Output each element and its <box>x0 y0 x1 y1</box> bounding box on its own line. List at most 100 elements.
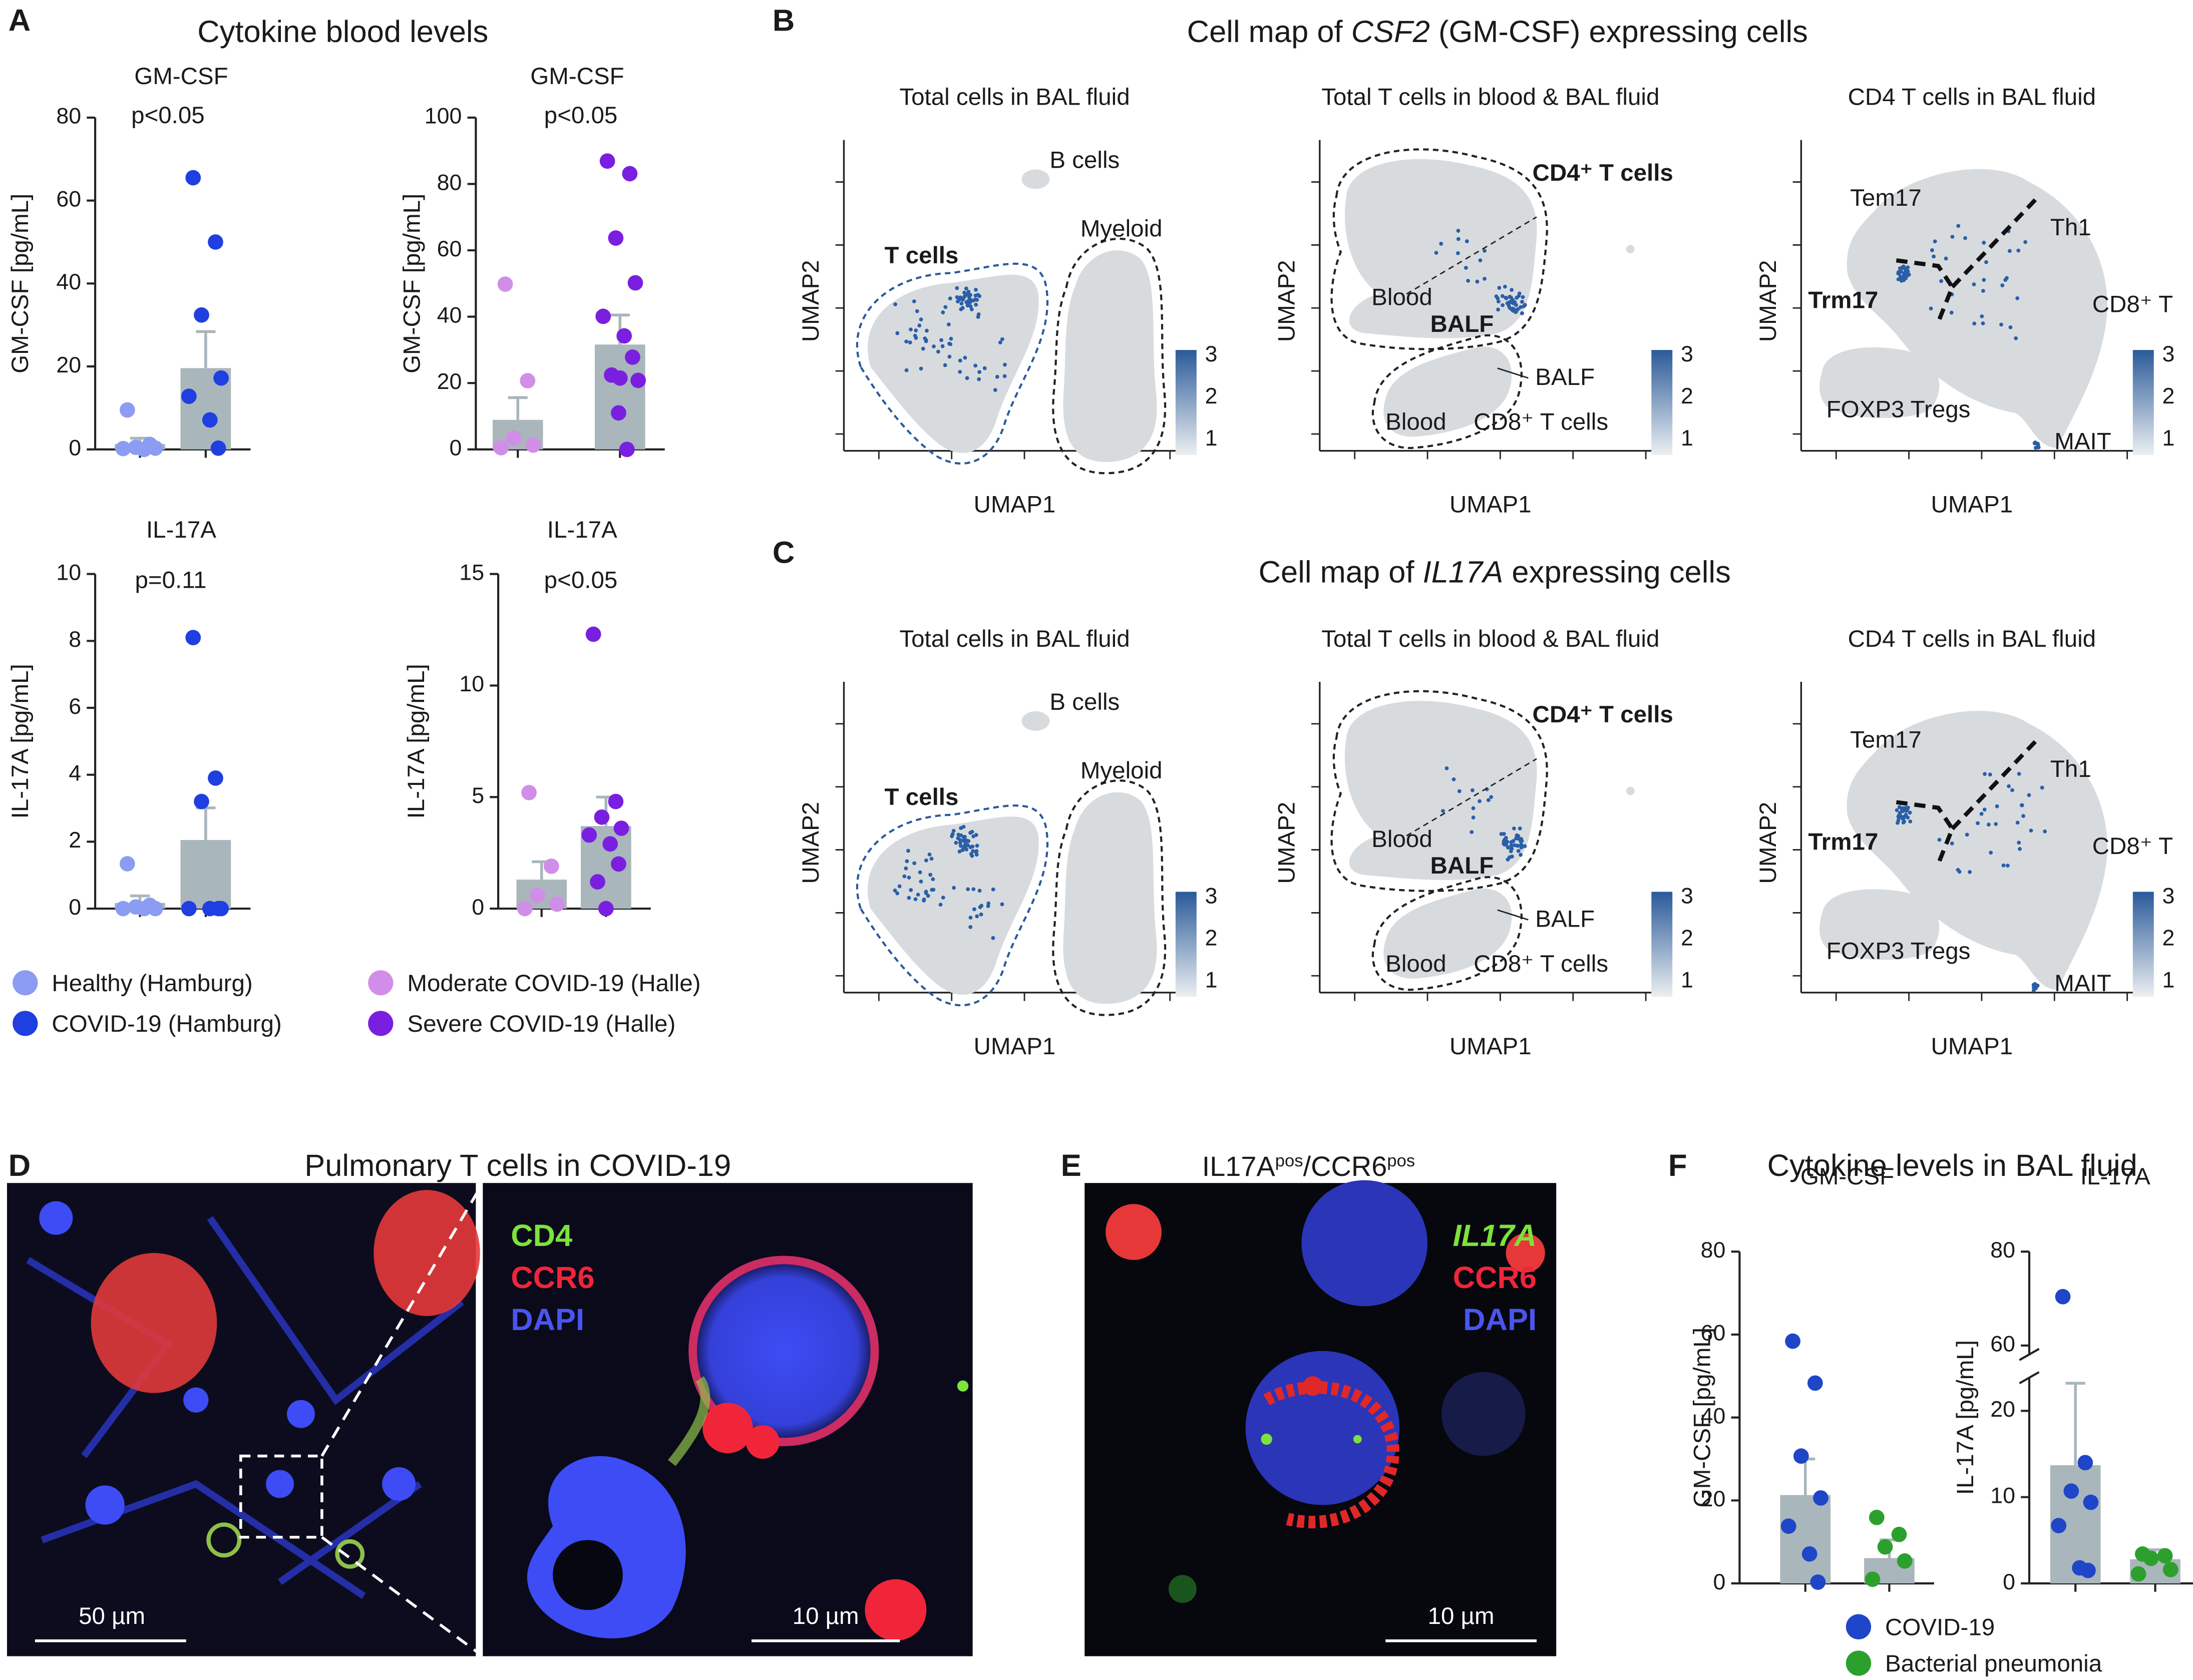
cell-cloud <box>1063 792 1157 1004</box>
expr-dot <box>958 837 962 842</box>
cluster-label: BALF <box>1535 364 1595 390</box>
data-point <box>1793 1448 1809 1464</box>
expr-dot <box>1904 271 1909 276</box>
chart-title: IL-17A <box>547 517 617 543</box>
panel-title: Cytokine blood levels <box>197 15 488 49</box>
legend-marker <box>13 970 38 996</box>
expr-dot <box>966 298 971 303</box>
data-point <box>210 901 226 917</box>
cluster-label: CD8⁺ T cells <box>1474 951 1608 977</box>
colorbar-label: 1 <box>1205 426 1218 451</box>
expr-dot <box>950 832 955 836</box>
y-tick-label: 60 <box>437 237 462 261</box>
expr-dot <box>1506 858 1510 862</box>
expr-dot <box>913 897 918 902</box>
expr-dot <box>1515 833 1519 837</box>
data-point <box>185 630 201 646</box>
cluster-outline <box>1052 779 1167 1016</box>
cluster-label: T cells <box>885 784 959 810</box>
data-point <box>622 166 638 182</box>
y-tick-label: 80 <box>1701 1238 1726 1263</box>
chart-title: GM-CSF <box>1800 1163 1894 1190</box>
expr-dot <box>1471 788 1475 792</box>
expr-dot <box>948 296 952 301</box>
cluster-label: BALF <box>1430 853 1494 879</box>
expr-dot <box>2020 803 2024 807</box>
panel-letter: C <box>773 535 795 570</box>
colorbar-label: 2 <box>1205 384 1218 408</box>
y-tick-label: 60 <box>1701 1321 1726 1346</box>
y-axis-label: UMAP2 <box>1274 260 1300 342</box>
data-point <box>581 827 597 843</box>
data-point <box>543 858 559 874</box>
data-point <box>625 349 640 365</box>
y-axis-label: GM-CSF [pg/mL] <box>399 194 426 373</box>
expr-dot <box>958 369 962 374</box>
y-tick-label: 4 <box>69 761 81 785</box>
data-point <box>2143 1550 2159 1566</box>
data-point <box>147 901 163 917</box>
expr-dot <box>941 310 945 314</box>
legend-marker <box>368 970 394 996</box>
expr-dot <box>904 339 909 344</box>
expr-dot <box>1501 303 1505 307</box>
cell-cloud <box>1626 245 1635 254</box>
cell-cloud <box>1847 710 2107 990</box>
expr-dot <box>975 844 979 848</box>
expr-dot <box>1904 812 1908 817</box>
expr-dot <box>1522 304 1526 308</box>
cluster-label: Myeloid <box>1080 216 1163 242</box>
expr-dot <box>1897 805 1902 809</box>
expr-dot <box>1465 239 1469 243</box>
data-point <box>608 793 624 809</box>
expr-dot <box>2015 296 2020 300</box>
panel-letter: A <box>9 4 31 38</box>
expr-dot <box>1513 843 1517 848</box>
expr-dot <box>2001 863 2006 868</box>
expr-dot <box>1908 810 1912 815</box>
data-point <box>506 430 522 446</box>
expr-dot <box>2014 336 2018 340</box>
y-tick-label: 80 <box>1990 1238 2015 1263</box>
expr-dot <box>968 830 972 835</box>
expr-dot <box>904 368 909 372</box>
expr-dot <box>995 374 999 379</box>
cluster-outline <box>1052 237 1167 475</box>
expr-dot <box>957 850 962 854</box>
expr-dot <box>1496 299 1501 304</box>
legend-label: Bacterial pneumonia <box>1885 1650 2102 1677</box>
data-point <box>1810 1574 1826 1590</box>
expr-dot <box>1981 321 1985 325</box>
y-tick-label: 20 <box>1701 1487 1726 1511</box>
cluster-label: Myeloid <box>1080 757 1163 784</box>
expr-dot <box>1509 849 1513 854</box>
expr-dot <box>895 331 900 335</box>
y-tick-label: 0 <box>69 895 81 920</box>
expr-dot <box>931 877 935 882</box>
panel-title: Pulmonary T cells in COVID-19 <box>304 1148 731 1183</box>
cluster-label: Tem17 <box>1850 726 1922 753</box>
expr-dot <box>951 828 956 833</box>
expr-dot <box>1471 815 1476 820</box>
expr-dot <box>959 301 964 306</box>
expr-dot <box>993 388 997 392</box>
y-axis-label: UMAP2 <box>798 802 824 884</box>
expr-dot <box>2017 771 2021 776</box>
expr-dot <box>2033 446 2038 450</box>
expr-dot <box>915 309 919 313</box>
colorbar-label: 1 <box>1681 426 1693 451</box>
title-part: pos <box>1387 1151 1415 1170</box>
expr-dot <box>1457 789 1461 793</box>
colorbar-label: 3 <box>2162 342 2175 366</box>
data-point <box>1807 1375 1823 1391</box>
y-tick-label: 0 <box>450 436 462 461</box>
colorbar <box>1175 350 1197 455</box>
expr-dot <box>975 914 979 919</box>
legend-label: COVID-19 (Hamburg) <box>52 1011 281 1037</box>
expr-dot <box>1963 236 1967 240</box>
data-point <box>611 856 626 872</box>
expr-dot <box>968 293 972 297</box>
scale-label: 50 µm <box>79 1603 145 1629</box>
expr-dot <box>1930 248 1934 252</box>
expr-dot <box>924 858 928 863</box>
